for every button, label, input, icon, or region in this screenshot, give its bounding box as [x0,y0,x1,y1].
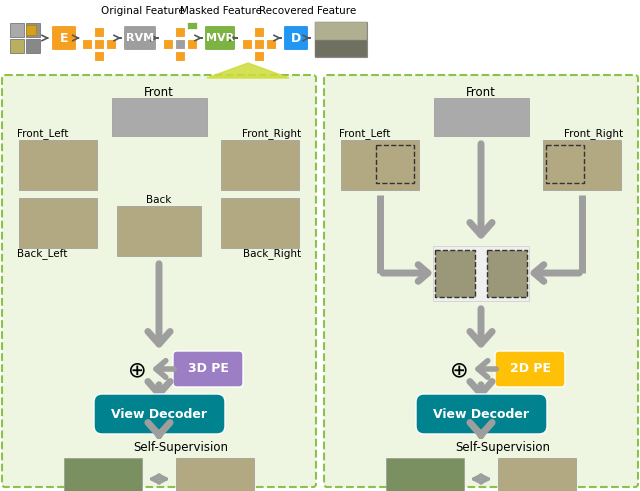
Bar [112,98,207,136]
Bar [19,198,97,248]
Text: Self-Supervision: Self-Supervision [456,441,550,455]
Bar [221,140,299,190]
FancyBboxPatch shape [94,394,225,434]
Bar [26,25,36,35]
Bar [175,27,185,37]
Text: MVR: MVR [206,33,234,43]
Text: Back_Right: Back_Right [243,248,301,259]
Bar [435,250,475,297]
Bar [10,39,24,53]
Bar [187,39,197,49]
Bar [254,51,264,61]
Bar [376,145,414,183]
FancyBboxPatch shape [283,25,309,51]
Bar [94,27,104,37]
Text: 3D PE: 3D PE [188,362,228,376]
Bar [315,22,367,40]
Bar [187,22,197,29]
FancyBboxPatch shape [324,75,638,487]
Text: Front_Right: Front_Right [242,129,301,139]
Bar [26,23,40,37]
Text: Front_Left: Front_Left [17,129,68,139]
Bar [26,39,40,53]
Bar [434,98,529,136]
Bar [94,51,104,61]
Text: Front: Front [144,85,174,99]
Bar [386,458,464,491]
FancyBboxPatch shape [51,25,77,51]
Bar [254,39,264,49]
Text: View Decoder: View Decoder [111,408,207,420]
Bar [341,140,419,190]
Text: Back_Left: Back_Left [17,248,67,259]
Bar [106,39,116,49]
Text: Front: Front [466,85,496,99]
Bar [543,140,621,190]
Bar [82,39,92,49]
Text: 2D PE: 2D PE [509,362,550,376]
Text: Recovered Feature: Recovered Feature [259,6,356,16]
Text: RVM: RVM [126,33,154,43]
Bar [176,458,254,491]
FancyBboxPatch shape [204,25,236,51]
Text: View Decoder: View Decoder [433,408,529,420]
FancyBboxPatch shape [173,351,243,387]
Bar [19,140,97,190]
Bar [254,27,264,37]
Text: ⊕: ⊕ [128,360,147,380]
Bar [221,198,299,248]
Text: D: D [291,31,301,45]
FancyBboxPatch shape [416,394,547,434]
Text: Self-Supervision: Self-Supervision [134,441,228,455]
Text: E: E [60,31,68,45]
Bar [175,39,185,49]
Bar [315,40,367,57]
Text: Original Feature: Original Feature [101,6,185,16]
Polygon shape [207,63,289,78]
Bar [266,39,276,49]
Bar [315,22,367,57]
Bar [94,39,104,49]
FancyBboxPatch shape [123,25,157,51]
Bar [546,145,584,183]
Bar [64,458,142,491]
Bar [175,51,185,61]
Bar [10,23,24,37]
FancyBboxPatch shape [495,351,565,387]
Bar [117,206,201,256]
Bar [498,458,576,491]
FancyBboxPatch shape [2,75,316,487]
Text: Front_Left: Front_Left [339,129,390,139]
Text: Masked Feature: Masked Feature [180,6,262,16]
Bar [487,250,527,297]
Bar [242,39,252,49]
Text: Front_Right: Front_Right [564,129,623,139]
Bar [433,246,529,301]
Text: Back: Back [147,195,172,205]
Text: ⊕: ⊕ [450,360,468,380]
Bar [163,39,173,49]
